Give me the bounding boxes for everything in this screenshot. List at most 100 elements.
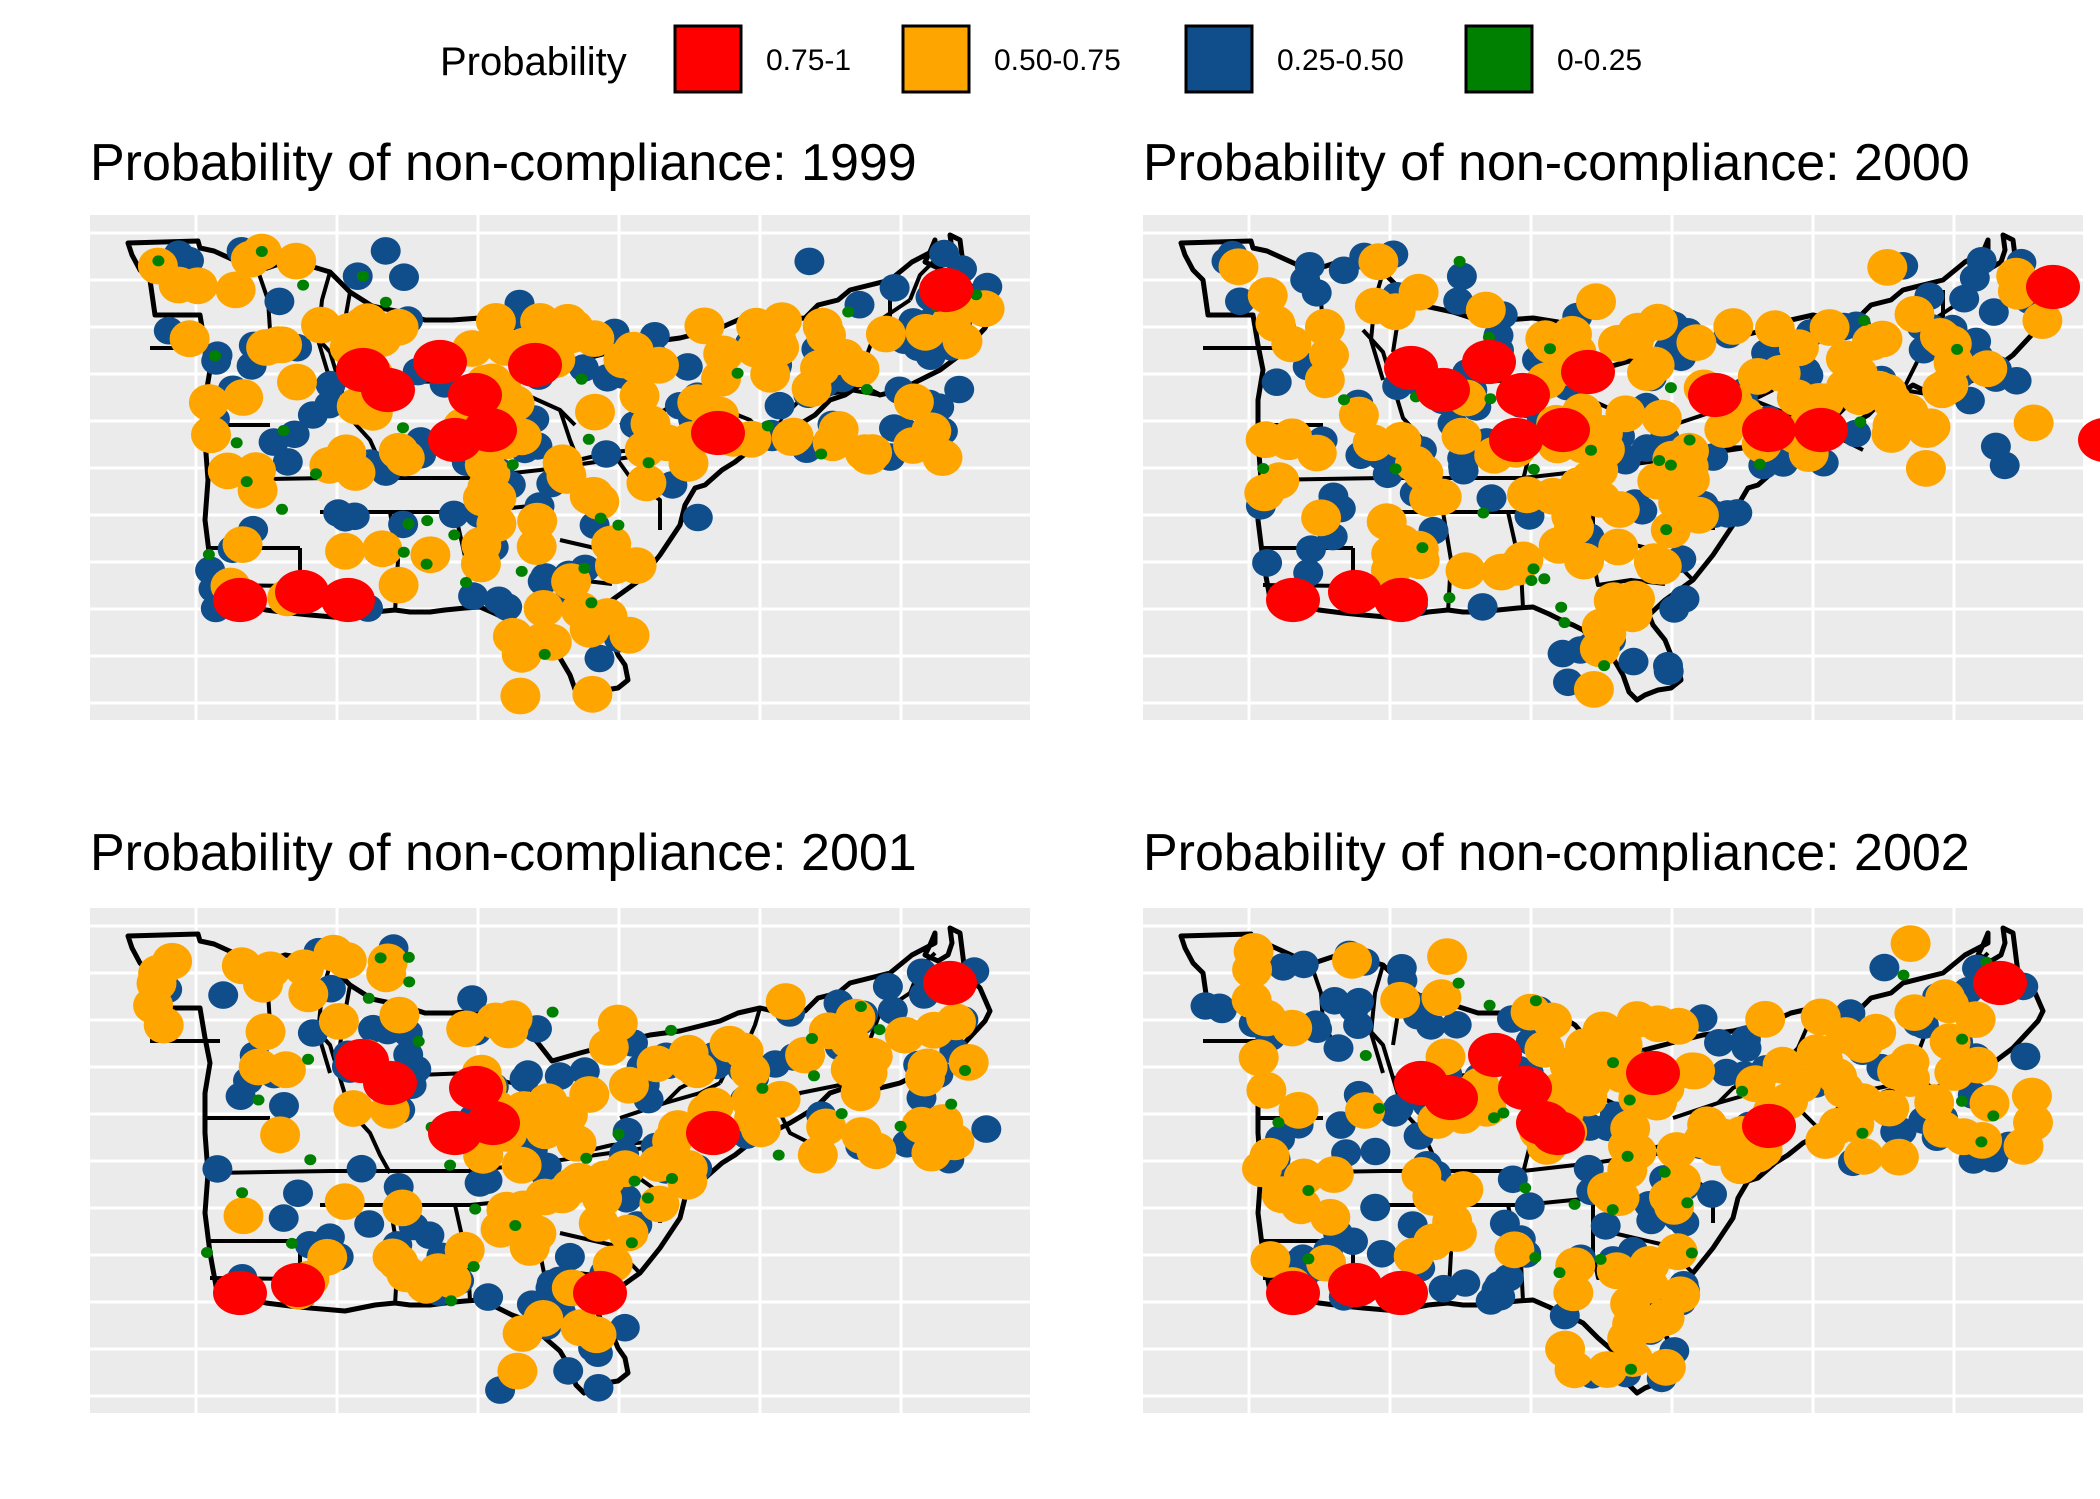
- station-1999-180: [500, 677, 541, 715]
- legend-swatch-mid-low: [1184, 24, 1254, 94]
- station-2000-303: [1660, 524, 1673, 536]
- station-2000-229: [1825, 340, 1866, 378]
- station-2002-129: [1704, 1029, 1734, 1057]
- station-2000-152: [1304, 308, 1345, 346]
- station-1999-69: [370, 237, 401, 265]
- station-2000-299: [1558, 617, 1571, 629]
- station-2001-283: [402, 951, 415, 963]
- station-2001-73: [609, 1313, 640, 1342]
- station-2001-49: [457, 985, 488, 1013]
- station-2001-274: [444, 1159, 457, 1171]
- station-2001-281: [469, 1203, 482, 1215]
- station-2000-305: [1858, 314, 1871, 326]
- station-2000-287: [1443, 592, 1456, 604]
- station-2001-177: [444, 1231, 485, 1269]
- station-1999-226: [230, 240, 271, 278]
- station-2000-317: [1266, 577, 1320, 623]
- station-2001-56: [509, 1064, 540, 1093]
- station-2002-307: [1681, 1197, 1694, 1209]
- station-2000-324: [1536, 407, 1590, 453]
- station-1999-278: [230, 437, 243, 449]
- station-1999-256: [574, 320, 615, 357]
- legend-label-mid-low: 0.25-0.50: [1277, 44, 1404, 77]
- station-2000-108: [1653, 651, 1683, 680]
- station-1999-312: [361, 367, 415, 413]
- station-2001-225: [911, 1134, 952, 1172]
- station-2002-288: [1427, 938, 1468, 975]
- station-2000-329: [1794, 407, 1848, 453]
- station-2000-6: [1225, 287, 1255, 316]
- station-1999-308: [213, 577, 267, 623]
- station-1999-197: [207, 452, 248, 490]
- station-2002-112: [1323, 1034, 1354, 1062]
- station-2000-242: [1967, 350, 2008, 388]
- station-2002-221: [1837, 1021, 1878, 1059]
- station-2000-148: [1598, 528, 1639, 566]
- station-2001-53: [208, 981, 239, 1009]
- station-2002-294: [1610, 1109, 1651, 1147]
- station-2001-0: [268, 1204, 299, 1232]
- station-2001-259: [628, 1175, 641, 1187]
- station-1999-122: [591, 440, 622, 468]
- station-2002-262: [1629, 1246, 1670, 1283]
- station-2000-267: [1641, 399, 1682, 437]
- station-2001-246: [525, 1112, 566, 1150]
- station-2002-330: [1568, 1198, 1581, 1210]
- station-2002-311: [1987, 1110, 2000, 1122]
- station-2002-290: [1683, 1121, 1724, 1159]
- station-2002-314: [1607, 1057, 1619, 1069]
- station-1999-169: [222, 526, 263, 563]
- station-2002-342: [1973, 960, 2027, 1006]
- station-2001-113: [872, 972, 903, 1001]
- station-2001-223: [609, 1066, 649, 1104]
- station-1999-45: [458, 582, 489, 610]
- station-2001-229: [318, 1003, 359, 1040]
- station-2002-281: [1432, 1202, 1473, 1240]
- station-2001-272: [641, 1192, 654, 1204]
- station-1999-313: [413, 339, 467, 385]
- station-2002-337: [1498, 1065, 1552, 1111]
- station-2000-306: [1664, 459, 1677, 471]
- station-2000-227: [1255, 305, 1296, 342]
- station-2002-265: [1969, 1084, 2010, 1122]
- station-1999-287: [815, 448, 828, 460]
- station-2000-327: [1688, 372, 1742, 418]
- station-2000-38: [1446, 262, 1477, 291]
- station-2001-280: [665, 1024, 678, 1036]
- station-1999-204: [517, 502, 558, 540]
- station-2001-118: [583, 1374, 614, 1402]
- station-2000-252: [1862, 320, 1903, 358]
- station-1999-121: [438, 500, 469, 529]
- station-2001-241: [936, 1003, 976, 1041]
- station-2000-70: [1252, 549, 1283, 577]
- station-2001-37: [202, 1155, 233, 1183]
- station-2002-297: [1975, 1136, 1988, 1148]
- station-1999-307: [861, 384, 873, 395]
- station-2002-237: [1925, 979, 1966, 1017]
- station-2001-248: [488, 1011, 529, 1049]
- station-2001-214: [576, 1316, 617, 1354]
- legend-swatch-high: [673, 24, 743, 94]
- station-1999-194: [619, 377, 660, 415]
- station-2002-335: [1424, 1075, 1478, 1121]
- station-2002-274: [1283, 1158, 1324, 1196]
- station-2002-339: [1531, 1110, 1585, 1156]
- station-2000-323: [1496, 372, 1550, 418]
- station-1999-254: [575, 393, 615, 431]
- station-1999-224: [492, 617, 533, 655]
- station-2000-315: [1527, 463, 1540, 475]
- station-2001-120: [269, 1092, 299, 1120]
- station-2000-147: [1576, 283, 1616, 321]
- station-1999-218: [277, 363, 317, 401]
- station-2000-264: [1398, 273, 1439, 311]
- station-2001-270: [403, 976, 416, 988]
- station-2002-301: [1606, 1204, 1619, 1216]
- station-2002-202: [1894, 994, 1935, 1031]
- station-2002-231: [1645, 1348, 1686, 1386]
- station-1999-294: [582, 433, 595, 445]
- station-2000-284: [1871, 382, 1912, 420]
- station-1999-285: [240, 476, 253, 488]
- station-2001-260: [806, 1033, 818, 1044]
- station-2001-299: [573, 1270, 627, 1316]
- station-2002-305: [1272, 1117, 1285, 1128]
